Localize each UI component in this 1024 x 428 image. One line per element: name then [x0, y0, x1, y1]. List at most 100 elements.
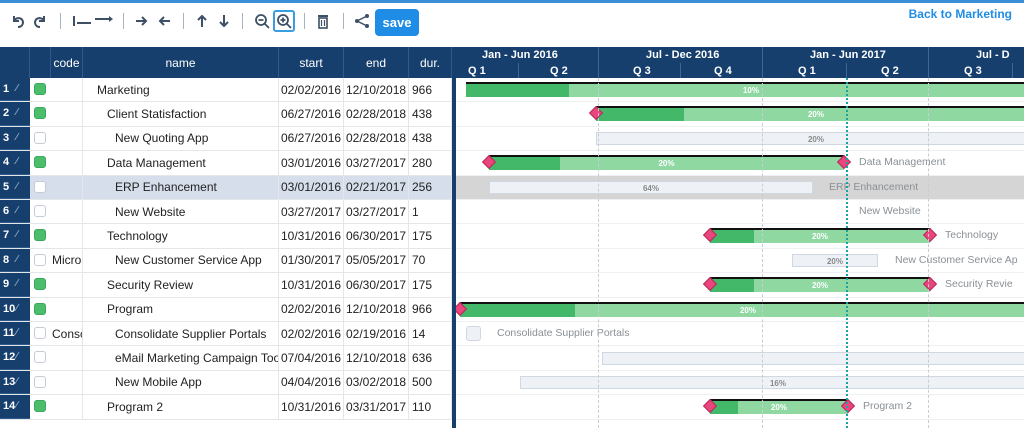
table-row[interactable]: 1 ∕ Marketing 02/02/2016 12/10/2018 966 — [0, 78, 452, 103]
table-row[interactable]: 6 ∕ New Website 03/27/2017 03/27/2017 1 — [0, 200, 452, 225]
start-cell[interactable]: 10/31/2016 — [279, 273, 344, 297]
col-header-start[interactable]: start — [279, 47, 344, 78]
row-number[interactable]: 4 ∕ — [0, 151, 30, 175]
name-cell[interactable]: Marketing — [83, 78, 279, 102]
name-cell[interactable]: New Website — [83, 200, 279, 224]
complete-checkbox[interactable] — [34, 253, 46, 266]
duration-cell[interactable]: 110 — [409, 395, 452, 419]
duration-cell[interactable]: 280 — [409, 151, 452, 175]
duration-cell[interactable]: 438 — [409, 102, 452, 126]
edit-icon[interactable]: ∕ — [16, 375, 18, 387]
complete-checkbox[interactable] — [34, 302, 46, 315]
start-cell[interactable]: 02/02/2016 — [279, 322, 344, 346]
complete-checkbox[interactable] — [34, 400, 46, 413]
end-cell[interactable]: 06/30/2017 — [344, 273, 409, 297]
complete-checkbox[interactable] — [34, 205, 46, 217]
end-cell[interactable]: 12/10/2018 — [344, 78, 409, 102]
row-number[interactable]: 14 ∕ — [0, 395, 30, 419]
name-cell[interactable]: Security Review — [83, 273, 279, 297]
code-cell[interactable]: Consc — [51, 322, 83, 346]
table-row[interactable]: 11 ∕ Consc Consolidate Supplier Portals 02/0… — [0, 322, 452, 347]
complete-checkbox[interactable] — [34, 83, 46, 95]
code-cell[interactable] — [51, 273, 83, 297]
task-bar[interactable]: 20% — [792, 254, 878, 268]
table-row[interactable]: 8∕MicrosNew Customer Service App01/30/20… — [0, 248, 452, 274]
complete-checkbox[interactable] — [34, 351, 46, 364]
name-cell[interactable]: Program — [83, 297, 279, 321]
name-cell[interactable]: Consolidate Supplier Portals — [83, 322, 279, 346]
task-bar[interactable]: 20% — [596, 132, 1024, 146]
end-cell[interactable]: 02/28/2018 — [344, 102, 409, 126]
name-cell[interactable]: New Quoting App — [83, 126, 279, 151]
task-bar[interactable]: 20% — [710, 277, 930, 293]
row-number[interactable]: 10 ∕ — [0, 297, 30, 321]
row-number[interactable]: 6 ∕ — [0, 200, 30, 224]
name-cell[interactable]: New Customer Service App — [83, 248, 279, 273]
start-cell[interactable]: 03/01/2016 — [279, 175, 344, 199]
edit-icon[interactable]: ∕ — [16, 131, 18, 143]
start-cell[interactable]: 07/04/2016 — [279, 346, 344, 370]
task-bar[interactable]: 10% — [466, 82, 1024, 97]
duration-cell[interactable]: 966 — [409, 297, 452, 321]
name-cell[interactable]: New Mobile App — [83, 370, 279, 395]
edit-icon[interactable]: ∕ — [16, 327, 18, 338]
task-bar[interactable]: 16% — [520, 376, 1024, 390]
name-cell[interactable]: Client Statisfaction — [83, 102, 279, 126]
code-cell[interactable] — [51, 224, 83, 248]
duration-cell[interactable]: 438 — [409, 126, 452, 151]
code-cell[interactable] — [51, 126, 83, 151]
table-row[interactable]: 3 ∕ New Quoting App 06/27/2016 02/28/2018 438 — [0, 126, 452, 152]
table-row[interactable]: 10 ∕ Program 02/02/2016 12/10/2018 966 — [0, 297, 452, 322]
name-cell[interactable]: Program 2 — [83, 395, 279, 419]
table-row[interactable]: 5 ∕ ERP Enhancement 03/01/2016 02/21/2017 256 — [0, 175, 452, 200]
start-cell[interactable]: 01/30/2017 — [279, 248, 344, 273]
row-number[interactable]: 1 ∕ — [0, 78, 30, 102]
edit-icon[interactable]: ∕ — [16, 278, 18, 290]
name-cell[interactable]: ERP Enhancement — [83, 175, 279, 199]
start-cell[interactable]: 03/01/2016 — [279, 151, 344, 175]
end-cell[interactable]: 03/27/2017 — [344, 151, 409, 175]
edit-icon[interactable]: ∕ — [16, 180, 18, 192]
code-cell[interactable]: Micros — [51, 248, 83, 273]
name-cell[interactable]: Technology — [83, 224, 279, 248]
complete-checkbox[interactable] — [34, 131, 46, 144]
start-cell[interactable]: 02/02/2016 — [279, 78, 344, 102]
col-header-end[interactable]: end — [344, 47, 409, 78]
code-cell[interactable] — [51, 200, 83, 224]
complete-checkbox[interactable] — [34, 156, 46, 169]
complete-checkbox[interactable] — [34, 278, 46, 291]
complete-checkbox[interactable] — [34, 107, 46, 120]
table-row[interactable]: 9 ∕ Security Review 10/31/2016 06/30/2017 175 — [0, 273, 452, 298]
start-cell[interactable]: 10/31/2016 — [279, 224, 344, 248]
duration-cell[interactable]: 256 — [409, 175, 452, 199]
duration-cell[interactable]: 70 — [409, 248, 452, 273]
zoom-out-icon[interactable] — [252, 11, 272, 31]
end-cell[interactable]: 05/05/2017 — [344, 248, 409, 273]
name-cell[interactable]: eMail Marketing Campaign Tool — [83, 346, 279, 370]
task-square[interactable] — [466, 326, 481, 341]
table-row[interactable]: 14 ∕ Program 2 10/31/2016 03/31/2017 110 — [0, 395, 452, 420]
row-number[interactable]: 13 ∕ — [0, 370, 30, 395]
duration-cell[interactable]: 966 — [409, 78, 452, 102]
task-bar[interactable]: 20% — [596, 106, 1024, 122]
zoom-in-icon[interactable] — [273, 10, 295, 32]
edit-icon[interactable]: ∕ — [16, 302, 18, 314]
end-cell[interactable]: 12/10/2018 — [344, 297, 409, 321]
end-cell[interactable]: 12/10/2018 — [344, 346, 409, 370]
end-cell[interactable]: 02/19/2016 — [344, 322, 409, 346]
edit-icon[interactable]: ∕ — [16, 400, 18, 412]
indent-icon[interactable] — [92, 11, 116, 31]
edit-icon[interactable]: ∕ — [16, 205, 18, 216]
back-to-marketing-link[interactable]: Back to Marketing — [908, 7, 1012, 21]
task-bar[interactable] — [602, 351, 1024, 365]
start-cell[interactable]: 03/27/2017 — [279, 200, 344, 224]
undo-icon[interactable] — [8, 11, 28, 31]
edit-icon[interactable]: ∕ — [16, 351, 18, 363]
edit-icon[interactable]: ∕ — [16, 229, 18, 241]
complete-checkbox[interactable] — [34, 180, 46, 193]
complete-checkbox[interactable] — [34, 229, 46, 242]
end-cell[interactable]: 03/27/2017 — [344, 200, 409, 224]
code-cell[interactable] — [51, 297, 83, 321]
row-number[interactable]: 7 ∕ — [0, 224, 30, 248]
task-bar[interactable]: 20% — [460, 301, 1024, 317]
